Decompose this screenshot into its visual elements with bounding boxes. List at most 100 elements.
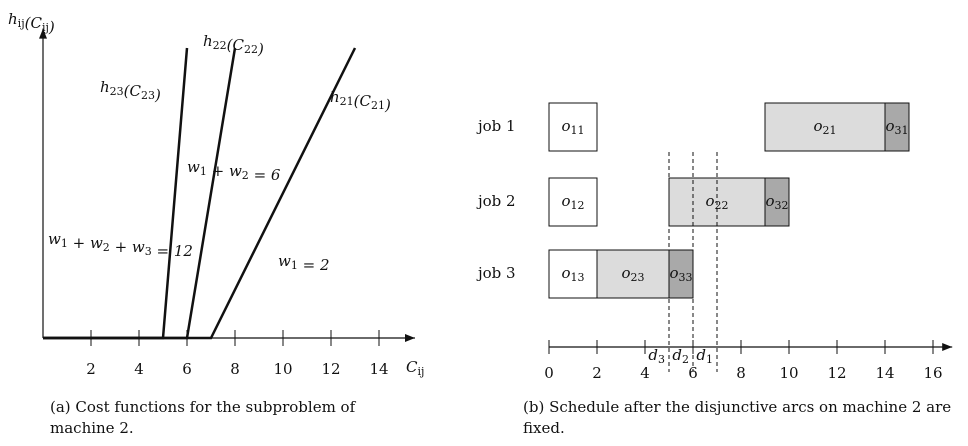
x-tick-label: 12 bbox=[827, 364, 846, 382]
y-axis-label-sub: ij bbox=[42, 21, 49, 34]
x-tick-label: 2 bbox=[592, 364, 602, 382]
series-label-text: h bbox=[203, 32, 213, 50]
series-label-sub: 22 bbox=[244, 43, 258, 56]
operation-label-text: o bbox=[561, 117, 570, 135]
operation-label-text: o bbox=[885, 117, 894, 135]
caption-a: (a) Cost functions for the subproblem of… bbox=[50, 398, 356, 437]
annotation-text: = 12 bbox=[152, 242, 193, 260]
operation-label: o12 bbox=[561, 192, 584, 212]
series-label-text: ) bbox=[384, 96, 391, 114]
operation-label-sub: 21 bbox=[823, 124, 837, 137]
due-date-label: d3 bbox=[648, 346, 665, 366]
operation-label-sub: 13 bbox=[571, 271, 585, 284]
y-arrow bbox=[39, 28, 47, 39]
x-axis-label: Cij bbox=[406, 358, 424, 378]
annotation-text: + w bbox=[207, 162, 242, 180]
annotation-text: + w bbox=[68, 234, 103, 252]
operation-label-sub: 11 bbox=[571, 124, 585, 137]
series-label: h22(C22) bbox=[203, 32, 264, 58]
x-tick-label: 4 bbox=[134, 360, 144, 378]
operation bbox=[764, 102, 886, 152]
annotation-text: = 2 bbox=[298, 256, 330, 274]
y-axis-label-text: (C bbox=[25, 14, 43, 32]
series-label-text: (C bbox=[227, 36, 245, 54]
operation-label-text: o bbox=[561, 192, 570, 210]
annotation: w1 + w2 + w3 = 12 bbox=[48, 230, 193, 260]
operation bbox=[596, 249, 670, 299]
annotation-sub: 1 bbox=[291, 259, 298, 272]
due-date-label-text: d bbox=[648, 346, 658, 364]
annotation-sub: 3 bbox=[145, 245, 152, 258]
x-arrow bbox=[942, 343, 953, 351]
operation-label-sub: 32 bbox=[775, 199, 789, 212]
annotation-text: = 6 bbox=[249, 166, 281, 184]
annotation-text: w bbox=[187, 158, 200, 176]
operation-label: o31 bbox=[885, 117, 908, 137]
y-axis-label-text: h bbox=[8, 10, 18, 28]
operation-label-sub: 22 bbox=[715, 199, 729, 212]
series-label: h21(C21) bbox=[330, 88, 391, 114]
series-label-sub: 23 bbox=[110, 85, 124, 98]
operation-label-text: o bbox=[705, 192, 714, 210]
operation bbox=[764, 177, 790, 227]
x-tick-label: 6 bbox=[182, 360, 192, 378]
x-axis-label-sub: ij bbox=[417, 365, 424, 378]
job-label: job 3 bbox=[476, 264, 516, 282]
operation-label: o23 bbox=[621, 264, 644, 284]
annotation: w1 + w2 = 6 bbox=[187, 158, 281, 184]
operation-label: o13 bbox=[561, 264, 584, 284]
series-label-sub: 22 bbox=[213, 39, 227, 52]
operation-label-text: o bbox=[813, 117, 822, 135]
x-tick-label: 6 bbox=[688, 364, 698, 382]
operation-label: o33 bbox=[669, 264, 692, 284]
x-tick-label: 4 bbox=[640, 364, 650, 382]
operation-label-sub: 23 bbox=[631, 271, 645, 284]
due-date-label-sub: 2 bbox=[682, 353, 689, 366]
due-date-label-text: d bbox=[672, 346, 682, 364]
x-tick-label: 2 bbox=[86, 360, 96, 378]
series-label-sub: 21 bbox=[340, 95, 354, 108]
x-tick-label: 14 bbox=[369, 360, 388, 378]
x-axis-label-text: C bbox=[406, 358, 418, 376]
cost-line bbox=[43, 47, 357, 340]
y-axis-label: hij(Cij) bbox=[8, 10, 55, 36]
series-label-text: h bbox=[100, 78, 110, 96]
due-date-label-sub: 3 bbox=[658, 353, 665, 366]
x-tick-label: 14 bbox=[875, 364, 894, 382]
operation-label: o11 bbox=[561, 117, 584, 137]
series-label-text: ) bbox=[154, 86, 161, 104]
job-label: job 2 bbox=[476, 192, 516, 210]
operation bbox=[548, 102, 598, 152]
operation-label-sub: 31 bbox=[895, 124, 909, 137]
x-tick-label: 10 bbox=[779, 364, 798, 382]
operation-label: o22 bbox=[705, 192, 728, 212]
due-date-label: d2 bbox=[672, 346, 689, 366]
job-label: job 1 bbox=[476, 117, 516, 135]
x-tick-label: 0 bbox=[544, 364, 554, 382]
annotation-text: + w bbox=[110, 238, 145, 256]
operation-label-sub: 33 bbox=[679, 271, 693, 284]
x-arrow bbox=[405, 334, 415, 342]
x-tick-label: 12 bbox=[321, 360, 340, 378]
series-label-text: (C bbox=[354, 92, 372, 110]
due-date-label-sub: 1 bbox=[706, 353, 713, 366]
series-label-text: h bbox=[330, 88, 340, 106]
operation-label-text: o bbox=[561, 264, 570, 282]
series-label-text: (C bbox=[124, 82, 142, 100]
x-tick-label: 10 bbox=[273, 360, 292, 378]
x-tick-label: 8 bbox=[736, 364, 746, 382]
annotation-sub: 2 bbox=[242, 169, 249, 182]
caption-b: (b) Schedule after the disjunctive arcs … bbox=[523, 398, 952, 437]
annotation-text: w bbox=[48, 230, 61, 248]
y-axis-label-sub: ij bbox=[18, 17, 25, 30]
operation-label: o32 bbox=[765, 192, 788, 212]
operation-label-text: o bbox=[621, 264, 630, 282]
series-label-sub: 23 bbox=[141, 89, 155, 102]
annotation-sub: 1 bbox=[200, 165, 207, 178]
annotation-sub: 1 bbox=[61, 237, 68, 250]
y-axis-label-text: ) bbox=[48, 18, 55, 36]
operation bbox=[548, 177, 598, 227]
operation bbox=[668, 249, 694, 299]
